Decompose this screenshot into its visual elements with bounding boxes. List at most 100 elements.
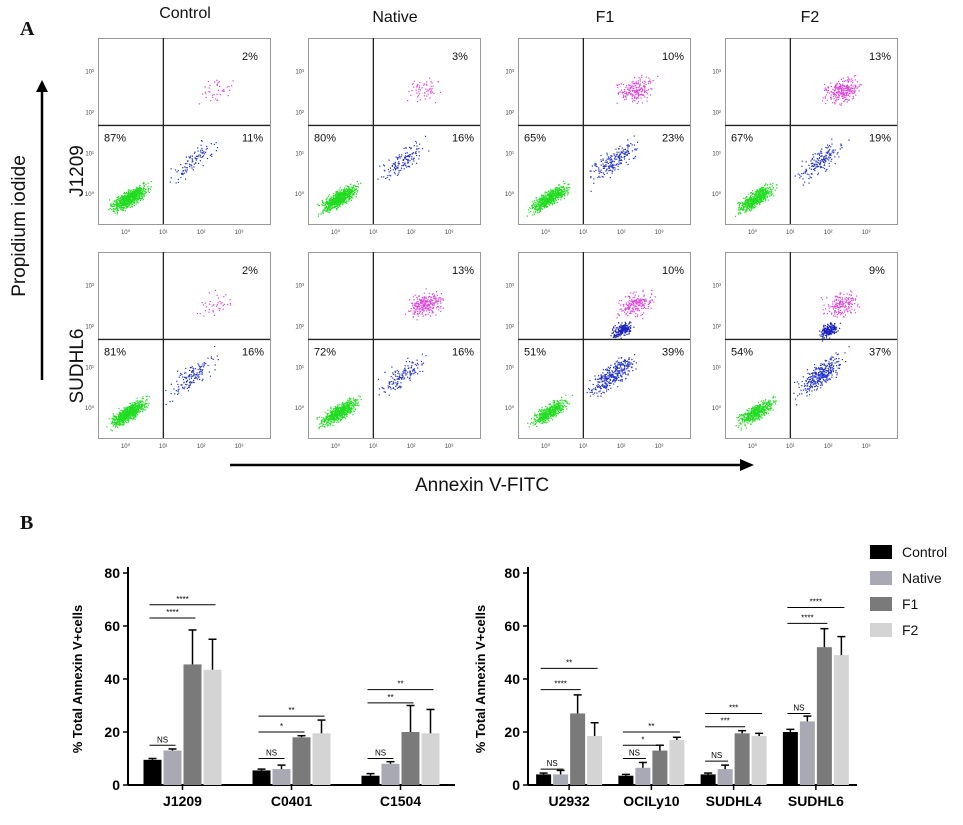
x-tick-label: 10⁰	[331, 229, 341, 236]
bar	[312, 733, 331, 785]
x-tick-label: 10⁰	[541, 229, 551, 236]
quadrant-lower-left-percent: 87%	[104, 132, 126, 144]
quadrant-lower-left-percent: 54%	[731, 346, 753, 358]
y-axis-arrow	[36, 80, 48, 380]
legend-label: Native	[902, 570, 942, 586]
y-tick-label: 10³	[85, 69, 94, 75]
quadrant-lower-right-percent: 11%	[242, 132, 263, 144]
flow-plot-r1-c3: 10⁰ 10⁰ 10¹ 10¹ 10² 10² 10³ 10³ 9% 54% 37%	[712, 252, 905, 450]
y-axis-label: % Total Annexin V+cells	[70, 605, 85, 753]
flow-plot-svg: 10⁰ 10⁰ 10¹ 10¹ 10² 10² 10³ 10³ 2% 81% 16%	[85, 252, 271, 450]
y-tick-label: 10²	[85, 110, 94, 116]
y-tick-label: 10³	[712, 283, 721, 289]
legend-item-f1: F1	[870, 594, 960, 614]
significance-label: **	[648, 722, 654, 731]
significance-label: ****	[554, 680, 566, 689]
quadrant-lower-left-percent: 72%	[314, 346, 336, 358]
x-tick-label: 10³	[655, 230, 664, 236]
quadrant-lower-right-percent: 16%	[242, 346, 264, 358]
x-tick-label: OCILy10	[623, 793, 679, 809]
bar	[536, 774, 552, 785]
x-tick-label: 10⁰	[121, 443, 131, 450]
legend: Control Native F1 F2	[870, 542, 960, 640]
bar	[183, 664, 202, 785]
quadrant-upper-right-percent: 10%	[662, 265, 684, 277]
quadrant-lower-right-percent: 37%	[869, 346, 891, 358]
bar	[587, 735, 603, 785]
column-header-control: Control	[159, 5, 211, 22]
y-tick-label: 10⁰	[295, 405, 305, 412]
y-tick-label: 10⁰	[295, 191, 305, 198]
y-tick-label: 10¹	[85, 365, 94, 371]
legend-label: F1	[902, 596, 919, 612]
y-tick-label: 10³	[505, 283, 514, 289]
x-tick-label: C1504	[380, 793, 421, 809]
y-tick-label: 10⁰	[85, 191, 95, 198]
y-tick-label: 0	[112, 777, 120, 793]
bar	[381, 763, 400, 785]
bar-chart-left: % Total Annexin V+cells 0 20 40 60 80 J1209 C04…	[70, 565, 455, 809]
y-tick-label: 60	[504, 618, 520, 634]
x-axis-arrow	[230, 458, 755, 471]
y-tick-label: 10³	[295, 283, 304, 289]
x-tick-label: 10²	[617, 230, 626, 236]
column-header-f2: F2	[800, 9, 820, 26]
significance-label: ****	[166, 608, 178, 617]
significance-label: **	[566, 658, 572, 667]
y-tick-label: 20	[504, 724, 520, 740]
flow-plot-r0-c3: 10⁰ 10⁰ 10¹ 10¹ 10² 10² 10³ 10³ 13% 67% 19%	[712, 38, 905, 236]
bar	[272, 769, 291, 785]
x-tick-label: U2932	[548, 793, 589, 809]
x-tick-label: 10¹	[369, 444, 378, 450]
x-tick-label: 10⁰	[748, 443, 758, 450]
quadrant-upper-right-percent: 2%	[242, 51, 258, 63]
legend-swatch	[870, 623, 892, 637]
bar	[751, 735, 767, 785]
x-tick-label: 10⁰	[121, 229, 131, 236]
column-header-f1: F1	[595, 9, 615, 26]
quadrant-upper-right-percent: 9%	[869, 265, 885, 277]
bar	[734, 733, 750, 785]
y-tick-label: 10⁰	[712, 191, 722, 198]
significance-label: NS	[547, 759, 558, 768]
y-tick-label: 10⁰	[712, 405, 722, 412]
significance-label: ***	[720, 717, 729, 726]
panel-a-letter: A	[20, 18, 35, 40]
quadrant-lower-left-percent: 67%	[731, 132, 753, 144]
x-tick-label: 10²	[197, 444, 206, 450]
bar	[669, 739, 685, 785]
significance-label: NS	[793, 703, 804, 712]
y-tick-label: 10⁰	[85, 405, 95, 412]
y-tick-label: 10¹	[295, 365, 304, 371]
quadrant-lower-right-percent: 19%	[869, 132, 891, 144]
x-tick-label: 10³	[235, 444, 244, 450]
legend-item-control: Control	[870, 542, 960, 562]
flow-plot-svg: 10⁰ 10⁰ 10¹ 10¹ 10² 10² 10³ 10³ 3% 80% 16%	[295, 38, 481, 236]
significance-label: NS	[266, 749, 277, 758]
y-tick-label: 10³	[712, 69, 721, 75]
y-tick-label: 10²	[505, 110, 514, 116]
flow-plot-r1-c0: 10⁰ 10⁰ 10¹ 10¹ 10² 10² 10³ 10³ 2% 81% 16%	[85, 252, 278, 450]
x-tick-label: 10²	[617, 444, 626, 450]
y-tick-label: 10⁰	[505, 191, 515, 198]
y-tick-label: 10²	[712, 110, 721, 116]
x-tick-label: 10¹	[786, 230, 795, 236]
quadrant-lower-left-percent: 51%	[524, 346, 546, 358]
quadrant-lower-left-percent: 80%	[314, 132, 336, 144]
bar	[570, 713, 586, 785]
quadrant-upper-right-percent: 2%	[242, 265, 258, 277]
y-tick-label: 10²	[712, 324, 721, 330]
x-tick-label: 10²	[407, 230, 416, 236]
x-tick-label: 10¹	[369, 230, 378, 236]
bar-chart-right: % Total Annexin V+cells 0 20 40 60 80 U2932 OCI…	[473, 565, 857, 809]
bar	[252, 770, 271, 785]
x-tick-label: 10⁰	[331, 443, 341, 450]
bar	[833, 655, 849, 785]
x-tick-label: 10³	[445, 230, 454, 236]
flow-plot-r1-c2: 10⁰ 10⁰ 10¹ 10¹ 10² 10² 10³ 10³ 10% 51% 39%	[505, 252, 698, 450]
x-tick-label: 10⁰	[541, 443, 551, 450]
bar	[203, 669, 222, 785]
y-tick-label: 0	[512, 777, 520, 793]
bar	[421, 733, 440, 785]
significance-label: NS	[711, 751, 722, 760]
